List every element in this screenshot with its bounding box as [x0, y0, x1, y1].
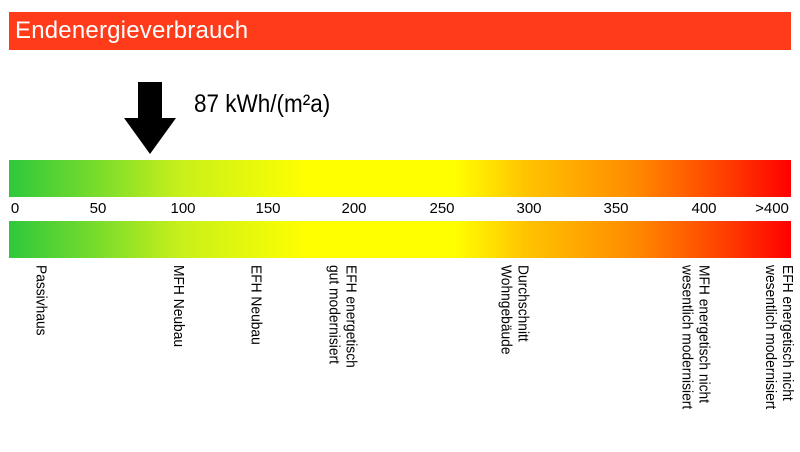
- reference-label: MFH energetisch nicht wesentlich moderni…: [678, 265, 713, 410]
- tick-label: 250: [429, 200, 455, 217]
- tick-label: 300: [516, 200, 542, 217]
- tick-label: 350: [603, 200, 629, 217]
- tick-label: 50: [89, 200, 107, 217]
- consumption-value: 87 kWh/(m²a): [194, 90, 331, 118]
- reference-label: EFH energetisch gut modernisiert: [325, 265, 360, 368]
- energy-scale-bar-bottom: [9, 221, 791, 258]
- tick-label: 0: [10, 200, 20, 217]
- tick-label: >400: [755, 200, 789, 217]
- tick-label: 150: [255, 200, 281, 217]
- reference-label: EFH energetisch nicht wesentlich moderni…: [762, 265, 796, 410]
- header-banner: Endenergieverbrauch: [9, 12, 791, 50]
- energy-scale-bar-top: [9, 160, 791, 197]
- page-title: Endenergieverbrauch: [15, 17, 249, 44]
- down-arrow-icon: [124, 82, 176, 154]
- tick-label: 400: [691, 200, 717, 217]
- reference-label: EFH Neubau: [247, 265, 265, 345]
- tick-label: 200: [341, 200, 367, 217]
- reference-label: MFH Neubau: [170, 265, 188, 348]
- reference-label: Durchschnitt Wohngebäude: [497, 265, 532, 355]
- tick-label: 100: [170, 200, 196, 217]
- reference-label: Passivhaus: [32, 265, 50, 336]
